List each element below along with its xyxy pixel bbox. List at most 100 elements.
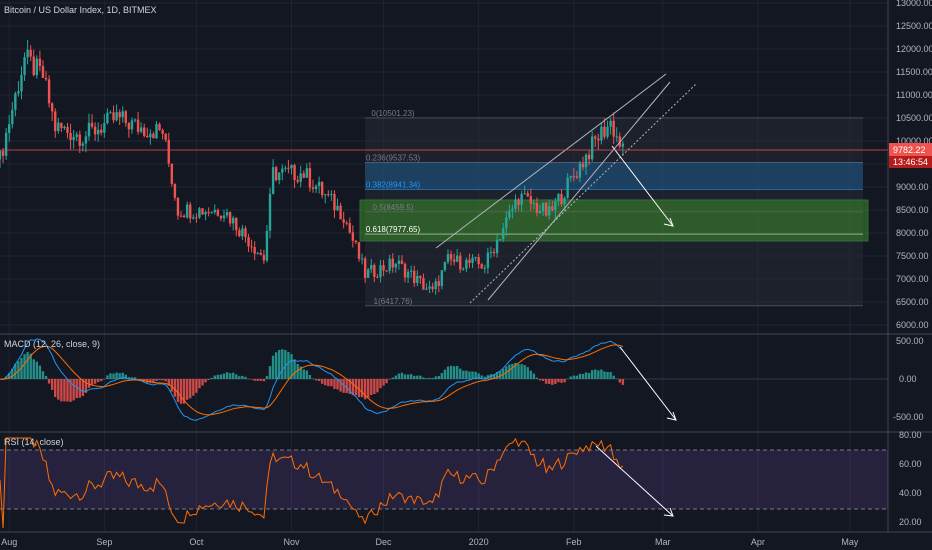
candle-body: [394, 263, 398, 268]
macd-hist-bar: [173, 379, 177, 397]
macd-hist-bar: [508, 364, 511, 379]
macd-hist-bar: [428, 377, 431, 379]
candle-body: [274, 167, 278, 181]
channel-upper-line[interactable]: [435, 73, 667, 249]
macd-hist-bar: [302, 369, 305, 379]
macd-hist-bar: [311, 378, 315, 379]
macd-hist-bar: [551, 379, 554, 385]
macd-hist-bar: [201, 379, 204, 386]
candle-body: [587, 154, 591, 160]
projection-arrow[interactable]: [611, 145, 674, 227]
candle-body: [523, 193, 526, 195]
rsi-arrow[interactable]: [595, 445, 674, 517]
macd-hist-bar: [50, 379, 54, 390]
candle-body: [222, 215, 226, 219]
candle-body: [81, 143, 85, 146]
macd-hist-bar: [465, 370, 468, 379]
macd-title[interactable]: MACD (12, 26, close, 9): [4, 339, 100, 349]
macd-hist-bar: [462, 370, 465, 379]
candle-body: [413, 270, 416, 284]
macd-hist-bar: [262, 379, 266, 382]
macd-hist-bar: [615, 378, 618, 380]
candle-body: [594, 136, 597, 139]
macd-hist-bar: [419, 375, 422, 379]
candle-body: [29, 49, 32, 57]
candle-body: [207, 211, 210, 214]
candle-body: [17, 91, 20, 94]
candle-body: [152, 133, 155, 139]
macd-hist-bar: [204, 379, 207, 383]
candle-body: [327, 194, 330, 196]
macd-hist-bar: [23, 354, 26, 379]
macd-tick: -500.00: [893, 412, 924, 422]
dotted-trend-line[interactable]: [469, 83, 697, 304]
candle-body: [551, 206, 554, 211]
macd-hist-bar: [54, 379, 57, 398]
candle-body: [314, 185, 318, 190]
macd-hist-bar: [250, 379, 253, 380]
rsi-title[interactable]: RSI (14, close): [4, 437, 64, 447]
candle-body: [235, 217, 238, 231]
macd-hist-bar: [477, 373, 480, 379]
fib-level-label: 0.236(9537.53): [366, 153, 421, 162]
price-tick: 11500.00: [896, 67, 932, 77]
rsi-band: [0, 450, 888, 509]
candle-body: [403, 263, 407, 278]
candle-body: [406, 271, 410, 278]
candle-body: [262, 254, 266, 261]
macd-hist-bar: [523, 365, 526, 379]
candle-body: [557, 194, 560, 202]
price-tick: 12500.00: [896, 21, 932, 31]
macd-hist-bar: [526, 367, 529, 379]
macd-hist-bar: [231, 372, 235, 379]
macd-tick: 0.00: [899, 374, 917, 384]
macd-hist-bar: [603, 371, 606, 379]
macd-hist-bar: [597, 370, 600, 379]
candle-body: [391, 258, 394, 268]
macd-hist-bar: [517, 364, 520, 379]
channel-lower-line[interactable]: [487, 81, 671, 301]
price-tick: 10000.00: [896, 136, 932, 146]
candle-body: [78, 134, 81, 146]
macd-hist-bar: [351, 379, 355, 396]
macd-hist-bar: [370, 379, 373, 396]
macd-pane[interactable]: [0, 338, 888, 421]
time-label: 2020: [469, 537, 489, 547]
candle-body: [459, 255, 462, 270]
price-tick: 13000.00: [896, 0, 932, 8]
macd-hist-bar: [535, 377, 539, 379]
macd-hist-bar: [268, 366, 272, 379]
macd-hist-bar: [228, 373, 232, 379]
candle-body: [345, 222, 348, 224]
macd-hist-bar: [609, 372, 612, 379]
candle-body: [271, 167, 275, 194]
macd-arrow[interactable]: [619, 346, 677, 421]
candle-body: [210, 212, 213, 214]
macd-hist-bar: [155, 379, 158, 381]
macd-hist-bar: [259, 379, 263, 381]
candle-body: [96, 129, 100, 135]
macd-hist-bar: [336, 379, 339, 390]
macd-hist-bar: [136, 379, 140, 380]
macd-hist-bar: [93, 379, 97, 384]
macd-hist-bar: [379, 379, 382, 389]
macd-hist-bar: [20, 357, 23, 379]
time-axis[interactable]: Aug Sep Oct Nov Dec 2020 Feb Mar Apr May: [1, 537, 859, 547]
price-axis[interactable]: 13000.00 12500.00 12000.00 11500.00 11000.00…: [896, 0, 932, 330]
macd-hist-bar: [314, 379, 318, 381]
macd-hist-bar: [443, 369, 447, 379]
candle-body: [554, 201, 557, 211]
candle-body: [50, 103, 54, 112]
macd-hist-bar: [32, 359, 35, 379]
candle-body: [455, 255, 459, 262]
candle-body: [397, 260, 401, 264]
symbol-title[interactable]: Bitcoin / US Dollar Index, 1D, BITMEX: [4, 5, 157, 15]
candle-body: [38, 58, 42, 67]
macd-hist-bar: [198, 379, 201, 389]
candle-body: [609, 120, 612, 127]
candle-body: [225, 212, 229, 216]
candle-body: [253, 247, 256, 254]
candle-body: [452, 259, 456, 262]
candle-body: [317, 181, 321, 186]
